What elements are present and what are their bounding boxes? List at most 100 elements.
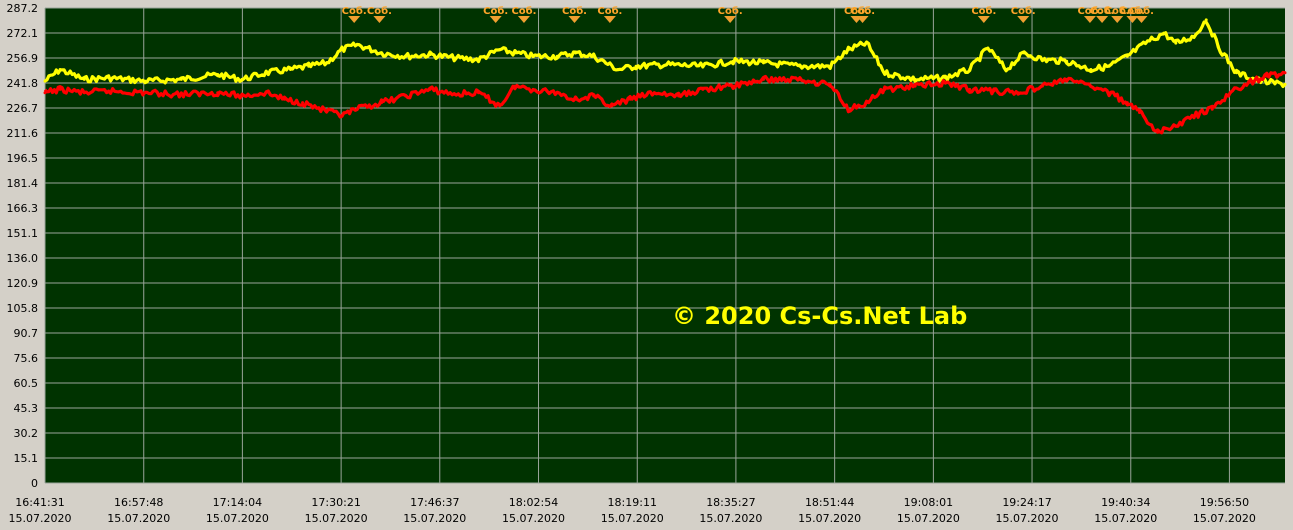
data-point: [1107, 64, 1111, 68]
data-point: [1162, 31, 1166, 35]
data-point: [498, 104, 502, 108]
event-label: Соб.: [367, 5, 392, 17]
data-point: [531, 87, 535, 91]
data-point: [616, 68, 620, 71]
data-point: [762, 77, 765, 81]
data-point: [1174, 124, 1178, 128]
data-point: [179, 92, 183, 96]
event-marker[interactable]: Соб.: [597, 5, 622, 23]
y-tick-label: 256.9: [7, 52, 39, 65]
event-marker[interactable]: Соб.: [562, 5, 587, 23]
x-tick-time: 18:02:54: [509, 496, 558, 509]
event-marker[interactable]: Соб.: [511, 5, 536, 23]
data-point: [762, 61, 765, 65]
series-line-yellow: [44, 20, 1287, 89]
data-point: [216, 91, 220, 95]
data-point: [986, 46, 990, 50]
data-point: [701, 87, 705, 91]
data-point: [1089, 68, 1093, 71]
data-point: [677, 94, 681, 98]
data-point: [58, 87, 62, 91]
event-marker[interactable]: Соб.: [1105, 5, 1130, 23]
x-tick-time: 18:35:27: [706, 496, 755, 509]
x-tick-time: 16:41:31: [15, 496, 64, 509]
watermark-text: © 2020 Cs-Cs.Net Lab: [672, 302, 967, 330]
data-point: [652, 91, 656, 95]
data-point: [240, 77, 244, 81]
data-point: [1022, 51, 1026, 55]
data-point: [404, 94, 408, 98]
series-yellow: [43, 18, 1287, 89]
x-tick-date: 15.07.2020: [206, 512, 269, 525]
event-marker[interactable]: Соб.: [1077, 5, 1102, 23]
event-marker[interactable]: Соб.: [1120, 5, 1145, 23]
y-tick-label: 105.8: [7, 302, 39, 315]
y-tick-label: 241.8: [7, 77, 39, 90]
event-marker[interactable]: Соб.: [718, 5, 743, 23]
x-tick-time: 18:19:11: [608, 496, 657, 509]
event-marker[interactable]: Соб.: [367, 5, 392, 23]
event-triangle-icon: [1096, 16, 1109, 23]
data-point: [883, 71, 887, 75]
data-point: [477, 58, 480, 62]
data-point: [913, 84, 917, 88]
x-axis-ticks: 16:41:31 15.07.2020 16:57:48 15.07.2020 17:1…: [9, 496, 1256, 525]
event-label: Соб.: [1077, 5, 1102, 17]
x-tick-date: 15.07.2020: [601, 512, 664, 525]
data-point: [380, 51, 383, 55]
data-point: [883, 87, 887, 91]
series-lines: [43, 18, 1287, 135]
data-point: [828, 64, 832, 68]
event-label: Соб.: [342, 5, 367, 17]
y-tick-label: 272.1: [7, 27, 39, 40]
x-tick-date: 15.07.2020: [1193, 512, 1256, 525]
data-point: [307, 64, 311, 68]
data-point: [1065, 59, 1069, 63]
data-point: [701, 64, 705, 68]
event-triangle-icon: [1111, 16, 1124, 23]
y-tick-label: 0: [31, 477, 38, 490]
data-point: [498, 48, 502, 52]
data-point: [968, 87, 972, 91]
event-marker[interactable]: Соб.: [342, 5, 367, 23]
data-point: [477, 91, 480, 95]
data-point: [865, 101, 869, 105]
data-point: [828, 82, 832, 86]
x-tick-date: 15.07.2020: [699, 512, 762, 525]
event-label: Соб.: [1120, 5, 1145, 17]
plot-area: [45, 8, 1285, 483]
data-point: [1174, 41, 1178, 45]
event-marker[interactable]: Соб.: [971, 5, 996, 23]
event-triangle-icon: [1126, 16, 1139, 23]
data-point: [428, 53, 432, 57]
data-point: [846, 107, 850, 111]
data-point: [574, 51, 577, 55]
data-point: [216, 73, 220, 76]
event-triangle-icon: [1135, 16, 1148, 23]
x-tick-time: 16:57:48: [114, 496, 163, 509]
event-marker[interactable]: Соб.: [1129, 5, 1154, 23]
x-tick-time: 17:14:04: [213, 496, 262, 509]
event-label: Соб.: [718, 5, 743, 17]
event-marker[interactable]: Соб.: [850, 5, 875, 23]
event-marker[interactable]: Соб.: [1090, 5, 1115, 23]
data-point: [634, 64, 638, 68]
y-tick-label: 151.1: [7, 227, 39, 240]
data-point: [319, 107, 323, 111]
event-marker[interactable]: Соб.: [1011, 5, 1036, 23]
data-point: [1204, 18, 1208, 22]
event-triangle-icon: [724, 16, 737, 23]
data-point: [264, 91, 268, 95]
x-tick-date: 15.07.2020: [107, 512, 170, 525]
grid-lines: [44, 7, 1285, 484]
data-point: [798, 77, 802, 81]
y-tick-label: 60.5: [14, 377, 39, 390]
data-point: [1138, 111, 1141, 114]
data-point: [1125, 54, 1129, 58]
data-point: [143, 91, 147, 95]
data-point: [1235, 71, 1238, 75]
event-marker[interactable]: Соб.: [483, 5, 508, 23]
data-point: [731, 59, 735, 63]
x-tick-time: 19:08:01: [904, 496, 953, 509]
